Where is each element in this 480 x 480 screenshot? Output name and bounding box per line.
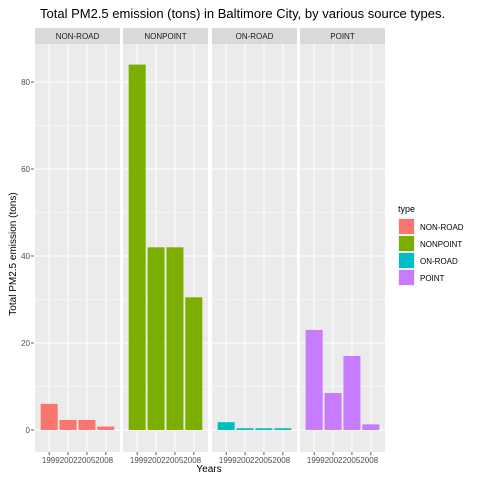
bar-point-2008 — [362, 424, 380, 430]
facet-strip — [123, 28, 208, 44]
x-tick-labels: 1999200220052008 — [42, 456, 114, 465]
bar-point-1999 — [305, 329, 323, 430]
facet-strip-label: NONPOINT — [144, 32, 186, 41]
chart-title: Total PM2.5 emission (tons) in Baltimore… — [40, 6, 445, 21]
facet-strip — [35, 28, 120, 44]
facet-strip — [212, 28, 297, 44]
x-tick-labels: 1999200220052008 — [307, 456, 379, 465]
bar-non-road-1999 — [40, 403, 58, 430]
x-tick-labels: 1999200220052008 — [130, 456, 202, 465]
legend-label: POINT — [420, 274, 445, 283]
bar-point-2002 — [324, 393, 342, 430]
bar-non-road-2008 — [97, 426, 115, 430]
bar-nonpoint-1999 — [128, 64, 146, 430]
bar-non-road-2005 — [78, 419, 96, 430]
bar-nonpoint-2005 — [166, 247, 184, 430]
y-axis-title: Total PM2.5 emission (tons) — [8, 192, 19, 315]
y-tick-label: 40 — [21, 252, 30, 261]
legend-key-point — [399, 270, 414, 285]
facet-strip-label: NON-ROAD — [56, 32, 100, 41]
facet-panel-nonpoint: NONPOINT 1999200220052008 — [123, 28, 208, 465]
legend-key-on-road — [399, 253, 414, 268]
legend-label: ON-ROAD — [420, 257, 458, 266]
x-axis-title: Years — [196, 464, 221, 475]
legend-key-nonpoint — [399, 236, 414, 251]
facet-panel-on-road: ON-ROAD 1999200220052008 — [212, 28, 297, 465]
panel-background — [212, 44, 297, 452]
legend-key-non-road — [399, 219, 414, 234]
y-tick-label: 80 — [21, 78, 30, 87]
facet-panel-non-road: NON-ROAD 1999200220052008 — [35, 28, 120, 465]
legend-label: NONPOINT — [420, 240, 462, 249]
bar-point-2005 — [343, 356, 361, 430]
legend-label: NON-ROAD — [420, 223, 464, 232]
x-tick-labels: 1999200220052008 — [219, 456, 291, 465]
bar-non-road-2002 — [59, 419, 77, 430]
bar-on-road-2008 — [274, 428, 292, 430]
legend-title: type — [398, 204, 415, 214]
bar-nonpoint-2002 — [147, 247, 165, 430]
plot-area: 020406080NON-ROAD1999200220052008NONPOIN… — [21, 28, 385, 465]
y-tick-label: 20 — [21, 339, 30, 348]
bar-on-road-2002 — [236, 428, 254, 430]
bar-nonpoint-2008 — [185, 297, 203, 430]
facet-strip-label: ON-ROAD — [236, 32, 274, 41]
bar-on-road-2005 — [255, 428, 273, 430]
facet-strip-label: POINT — [330, 32, 355, 41]
bar-on-road-1999 — [217, 422, 235, 430]
facet-panel-point: POINT 1999200220052008 — [300, 28, 385, 465]
panel-background — [35, 44, 120, 452]
y-tick-label: 60 — [21, 165, 30, 174]
facet-strip — [300, 28, 385, 44]
y-tick-label: 0 — [26, 426, 31, 435]
legend: type NON-ROAD NONPOINT ON-ROAD POINT — [398, 204, 464, 286]
